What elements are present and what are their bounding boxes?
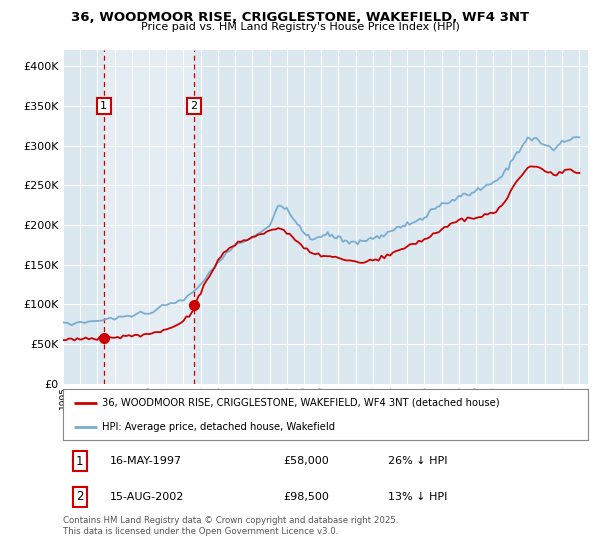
Text: 36, WOODMOOR RISE, CRIGGLESTONE, WAKEFIELD, WF4 3NT: 36, WOODMOOR RISE, CRIGGLESTONE, WAKEFIE… <box>71 11 529 24</box>
Text: 2: 2 <box>191 101 198 111</box>
Text: 16-MAY-1997: 16-MAY-1997 <box>110 456 182 466</box>
Text: 1: 1 <box>100 101 107 111</box>
Text: 15-AUG-2002: 15-AUG-2002 <box>110 492 185 502</box>
Text: HPI: Average price, detached house, Wakefield: HPI: Average price, detached house, Wake… <box>103 422 335 432</box>
Bar <box>104 50 194 384</box>
Text: 36, WOODMOOR RISE, CRIGGLESTONE, WAKEFIELD, WF4 3NT (detached house): 36, WOODMOOR RISE, CRIGGLESTONE, WAKEFIE… <box>103 398 500 408</box>
Text: £98,500: £98,500 <box>284 492 329 502</box>
Text: 1: 1 <box>76 455 83 468</box>
Text: Price paid vs. HM Land Registry's House Price Index (HPI): Price paid vs. HM Land Registry's House … <box>140 22 460 32</box>
Text: £58,000: £58,000 <box>284 456 329 466</box>
Text: 2: 2 <box>76 491 83 503</box>
Text: 26% ↓ HPI: 26% ↓ HPI <box>389 456 448 466</box>
Text: 13% ↓ HPI: 13% ↓ HPI <box>389 492 448 502</box>
Text: Contains HM Land Registry data © Crown copyright and database right 2025.
This d: Contains HM Land Registry data © Crown c… <box>63 516 398 536</box>
